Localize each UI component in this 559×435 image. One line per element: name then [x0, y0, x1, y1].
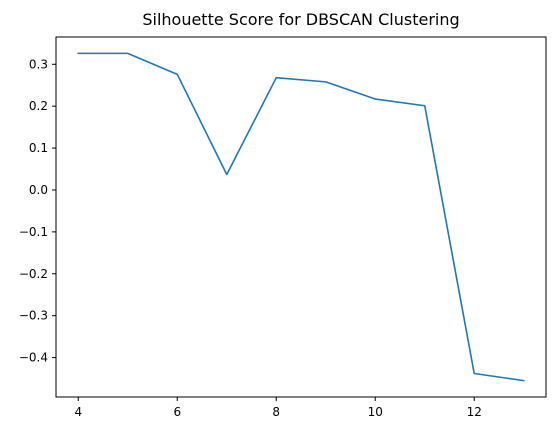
axes-frame	[55, 36, 547, 398]
chart-title: Silhouette Score for DBSCAN Clustering	[142, 10, 459, 29]
x-tick-label: 6	[173, 405, 181, 419]
y-tick-label: 0.2	[29, 99, 48, 113]
x-tick-label: 12	[467, 405, 482, 419]
y-tick-label: −0.3	[19, 309, 48, 323]
y-tick-label: −0.2	[19, 267, 48, 281]
x-tick-label: 4	[74, 405, 82, 419]
plot-area	[77, 52, 525, 382]
y-tick-label: 0.3	[29, 57, 48, 71]
series-line	[77, 52, 525, 382]
y-tick-label: −0.4	[19, 351, 48, 365]
y-tick-label: 0.1	[29, 141, 48, 155]
x-tick-label: 8	[272, 405, 280, 419]
y-axis: −0.4 −0.3 −0.2 −0.1 0.0 0.1 0.2 0.3	[19, 57, 56, 365]
x-tick-label: 10	[368, 405, 383, 419]
y-tick-label: 0.0	[29, 183, 48, 197]
x-axis: 4 6 8 10 12	[74, 397, 482, 419]
y-tick-label: −0.1	[19, 225, 48, 239]
